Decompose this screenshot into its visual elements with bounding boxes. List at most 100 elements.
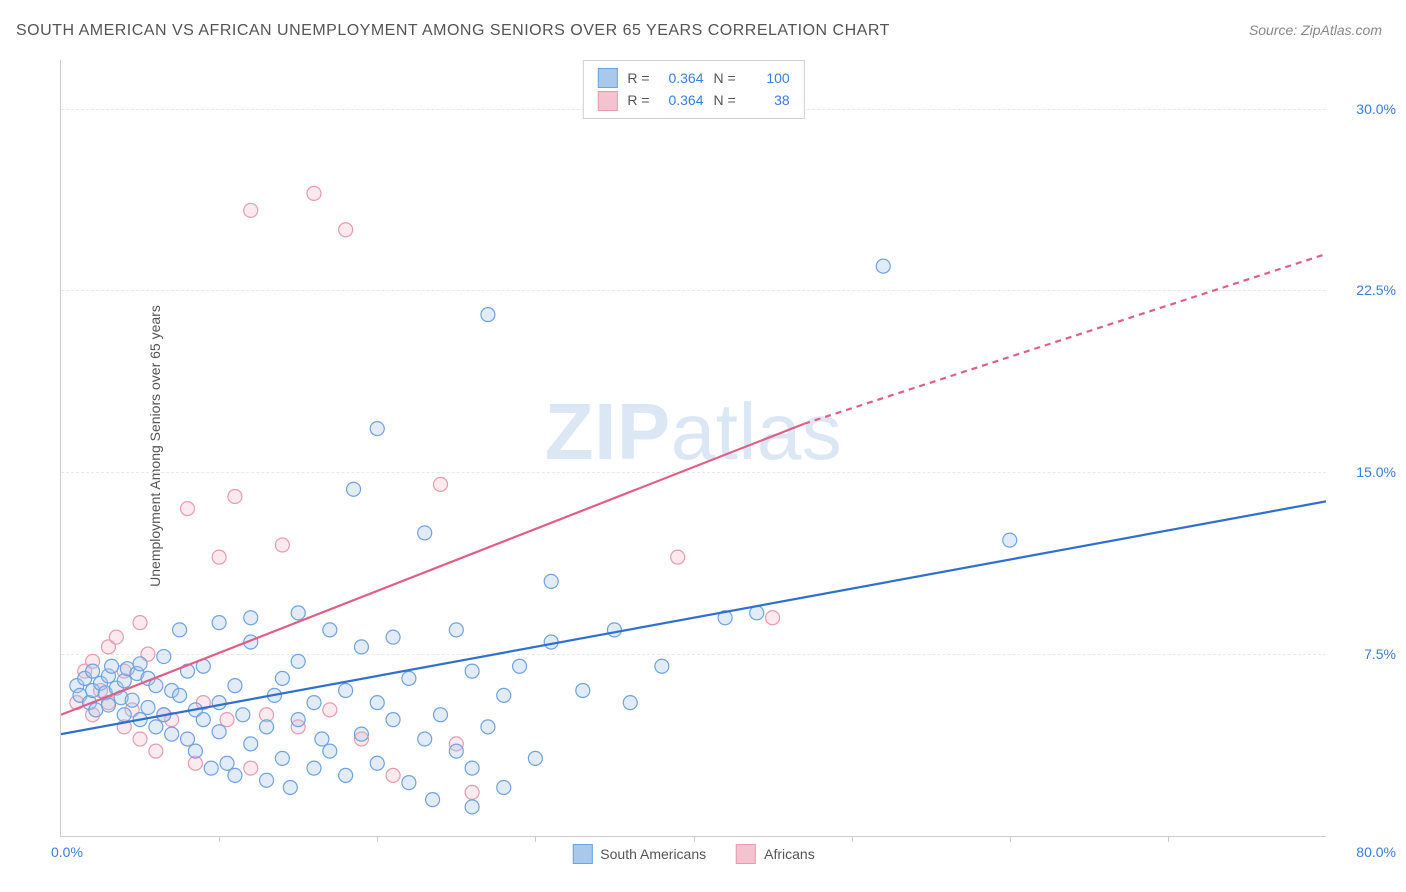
- data-point: [323, 623, 337, 637]
- data-point: [228, 679, 242, 693]
- data-point: [275, 671, 289, 685]
- data-point: [655, 659, 669, 673]
- y-tick-label: 7.5%: [1336, 646, 1396, 662]
- legend-series: South Americans Africans: [572, 844, 814, 864]
- data-point: [204, 761, 218, 775]
- data-point: [149, 679, 163, 693]
- data-point: [173, 688, 187, 702]
- r-value-1: 0.364: [660, 89, 704, 111]
- data-point: [173, 623, 187, 637]
- data-point: [141, 700, 155, 714]
- data-point: [117, 708, 131, 722]
- legend-row-south-americans: R = 0.364 N = 100: [597, 67, 789, 89]
- x-tick-mark: [1168, 836, 1169, 842]
- x-origin-label: 0.0%: [51, 844, 83, 860]
- data-point: [149, 744, 163, 758]
- data-point: [347, 482, 361, 496]
- data-point: [133, 657, 147, 671]
- data-point: [315, 732, 329, 746]
- data-point: [354, 640, 368, 654]
- data-point: [260, 773, 274, 787]
- n-value-1: 38: [746, 89, 790, 111]
- data-point: [260, 720, 274, 734]
- data-point: [465, 761, 479, 775]
- chart-title: SOUTH AMERICAN VS AFRICAN UNEMPLOYMENT A…: [16, 22, 890, 40]
- legend-label: Africans: [764, 846, 815, 862]
- data-point: [133, 732, 147, 746]
- data-point: [89, 703, 103, 717]
- trend-line-dashed: [804, 254, 1326, 424]
- legend-label: South Americans: [600, 846, 706, 862]
- data-point: [212, 725, 226, 739]
- data-point: [386, 768, 400, 782]
- n-label: N =: [714, 89, 736, 111]
- data-point: [291, 654, 305, 668]
- data-point: [426, 793, 440, 807]
- data-point: [307, 696, 321, 710]
- data-point: [497, 781, 511, 795]
- data-point: [291, 713, 305, 727]
- x-tick-mark: [1010, 836, 1011, 842]
- data-point: [402, 776, 416, 790]
- data-point: [109, 630, 123, 644]
- data-point: [244, 761, 258, 775]
- data-point: [386, 630, 400, 644]
- data-point: [449, 744, 463, 758]
- data-point: [623, 696, 637, 710]
- n-label: N =: [714, 67, 736, 89]
- swatch-icon: [572, 844, 592, 864]
- data-point: [370, 422, 384, 436]
- data-point: [876, 259, 890, 273]
- data-point: [105, 659, 119, 673]
- data-point: [465, 664, 479, 678]
- data-point: [339, 768, 353, 782]
- data-point: [370, 696, 384, 710]
- data-point: [149, 720, 163, 734]
- data-point: [212, 616, 226, 630]
- data-point: [434, 708, 448, 722]
- data-point: [1003, 533, 1017, 547]
- data-point: [576, 684, 590, 698]
- data-point: [323, 744, 337, 758]
- data-point: [307, 761, 321, 775]
- x-tick-mark: [694, 836, 695, 842]
- data-point: [418, 526, 432, 540]
- data-point: [220, 713, 234, 727]
- trend-line: [61, 424, 804, 715]
- data-point: [291, 606, 305, 620]
- data-point: [181, 502, 195, 516]
- data-point: [228, 490, 242, 504]
- data-point: [481, 308, 495, 322]
- x-tick-mark: [852, 836, 853, 842]
- data-point: [671, 550, 685, 564]
- y-tick-label: 30.0%: [1336, 101, 1396, 117]
- data-point: [386, 713, 400, 727]
- swatch-icon: [736, 844, 756, 864]
- n-value-0: 100: [746, 67, 790, 89]
- r-value-0: 0.364: [660, 67, 704, 89]
- legend-correlation: R = 0.364 N = 100 R = 0.364 N = 38: [582, 60, 804, 119]
- data-point: [228, 768, 242, 782]
- data-point: [133, 616, 147, 630]
- data-point: [481, 720, 495, 734]
- data-point: [220, 756, 234, 770]
- x-tick-mark: [377, 836, 378, 842]
- data-point: [196, 713, 210, 727]
- data-point: [528, 751, 542, 765]
- data-point: [244, 737, 258, 751]
- data-point: [101, 698, 115, 712]
- data-point: [86, 664, 100, 678]
- data-point: [165, 727, 179, 741]
- data-point: [275, 538, 289, 552]
- data-point: [244, 203, 258, 217]
- data-point: [188, 744, 202, 758]
- data-point: [339, 684, 353, 698]
- legend-item-south-americans: South Americans: [572, 844, 706, 864]
- data-point: [513, 659, 527, 673]
- data-point: [465, 800, 479, 814]
- scatter-plot: [61, 60, 1326, 836]
- data-point: [125, 693, 139, 707]
- y-tick-label: 15.0%: [1336, 464, 1396, 480]
- x-tick-mark: [535, 836, 536, 842]
- r-label: R =: [627, 89, 649, 111]
